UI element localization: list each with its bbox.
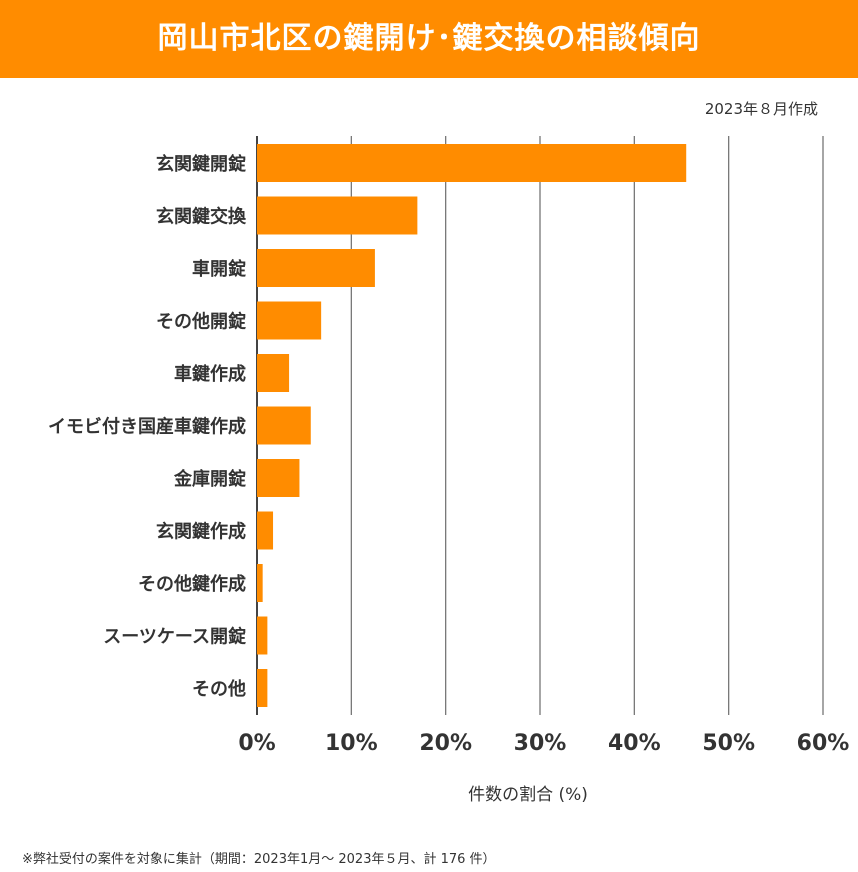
- category-label: 玄関鍵作成: [156, 521, 246, 543]
- bar: [257, 249, 375, 287]
- bar: [257, 144, 687, 182]
- category-label: イモビ付き国産車鍵作成: [48, 416, 246, 438]
- category-label: 玄関鍵交換: [156, 206, 247, 228]
- x-tick-label: 60%: [797, 731, 850, 756]
- x-tick-label: 40%: [608, 731, 661, 756]
- x-tick-label: 50%: [702, 731, 755, 756]
- x-tick-label: 0%: [238, 731, 275, 756]
- category-label: その他開錠: [156, 311, 246, 333]
- category-label: スーツケース開錠: [103, 626, 246, 648]
- footnote: ※弊社受付の案件を対象に集計（期間：2023年1月～ 2023年５月、計 176…: [22, 852, 496, 867]
- category-label: 金庫開錠: [173, 468, 246, 490]
- bar: [257, 669, 268, 707]
- category-label: 車開錠: [192, 258, 246, 280]
- x-axis-label: 件数の割合 (%): [468, 785, 588, 805]
- x-tick-label: 10%: [325, 731, 378, 756]
- category-label: その他鍵作成: [138, 573, 246, 595]
- x-tick-label: 30%: [514, 731, 567, 756]
- bar: [257, 564, 263, 602]
- bar: [257, 616, 268, 655]
- bar: [257, 301, 322, 340]
- created-date-note: 2023年８月作成: [704, 100, 818, 118]
- bar: [257, 459, 300, 497]
- category-label: 車鍵作成: [174, 363, 246, 385]
- bar: [257, 196, 418, 235]
- bar: [257, 354, 290, 392]
- category-label: 玄関鍵開錠: [156, 153, 246, 175]
- bar: [257, 406, 311, 445]
- bar: [257, 511, 274, 550]
- x-tick-label: 20%: [419, 731, 472, 756]
- chart-title: 岡山市北区の鍵開け･鍵交換の相談傾向: [0, 0, 858, 78]
- category-label: その他: [192, 678, 246, 700]
